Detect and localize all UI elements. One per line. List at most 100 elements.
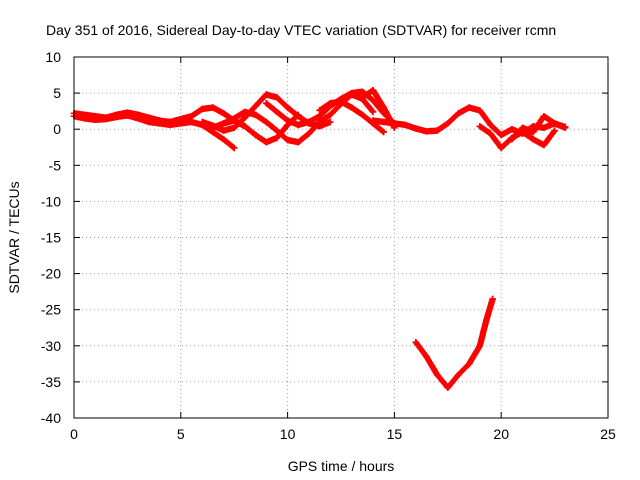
- data-point: [177, 120, 184, 127]
- data-point: [401, 121, 409, 129]
- data-point: [423, 353, 430, 360]
- data-point: [284, 104, 291, 111]
- data-point: [487, 130, 494, 137]
- data-point: [188, 113, 195, 120]
- y-tick-label: -10: [41, 193, 61, 209]
- data-point: [551, 120, 558, 127]
- data-point: [380, 118, 387, 126]
- y-tick-label: 5: [53, 85, 61, 101]
- data-point: [252, 131, 259, 139]
- data-point: [337, 98, 345, 105]
- data-point: [540, 141, 548, 149]
- data-point: [145, 118, 152, 126]
- data-point: [316, 118, 323, 126]
- data-point: [134, 115, 142, 122]
- data-point: [551, 127, 558, 134]
- data-point: [455, 110, 462, 117]
- data-point: [540, 113, 548, 120]
- x-tick-label: 5: [177, 426, 185, 442]
- data-point: [156, 120, 163, 127]
- series-track-l: [412, 295, 496, 391]
- data-point: [263, 100, 270, 107]
- data-point: [508, 136, 516, 143]
- grid-lines: [74, 57, 608, 418]
- data-point: [92, 116, 99, 123]
- data-point: [102, 115, 110, 123]
- data-point: [489, 295, 496, 303]
- data-point: [540, 124, 548, 131]
- chart-title: Day 351 of 2016, Sidereal Day-to-day VTE…: [46, 22, 556, 38]
- y-tick-label: -15: [41, 230, 61, 246]
- data-point: [241, 123, 249, 130]
- data-point: [444, 384, 451, 391]
- data-point: [305, 130, 313, 137]
- data-point: [476, 342, 483, 349]
- data-point: [284, 117, 291, 124]
- x-axis-label: GPS time / hours: [288, 458, 395, 474]
- data-point: [412, 125, 419, 132]
- data-point: [369, 117, 377, 124]
- data-point: [359, 111, 366, 118]
- data-point: [220, 136, 227, 143]
- data-point: [476, 107, 483, 114]
- data-point: [231, 144, 238, 152]
- data-point: [241, 108, 249, 116]
- data-point: [530, 136, 537, 143]
- data-point: [348, 104, 355, 111]
- data-point: [166, 121, 174, 129]
- data-point: [231, 124, 238, 131]
- data-point: [81, 115, 88, 122]
- data-point: [295, 111, 302, 118]
- data-point: [263, 118, 270, 126]
- data-point: [369, 108, 377, 116]
- data-series: [70, 87, 569, 391]
- data-point: [487, 121, 494, 129]
- data-point: [466, 360, 473, 368]
- data-point: [295, 139, 302, 146]
- data-point: [327, 111, 334, 118]
- data-point: [263, 139, 270, 146]
- x-tick-label: 15: [387, 426, 403, 442]
- data-point: [295, 121, 302, 129]
- data-point: [519, 124, 526, 131]
- data-point: [220, 110, 227, 117]
- data-point: [369, 97, 377, 104]
- x-tick-label: 20: [493, 426, 509, 442]
- data-point: [316, 107, 323, 114]
- y-tick-label: -30: [41, 338, 61, 354]
- data-point: [455, 371, 462, 378]
- data-point: [273, 94, 281, 101]
- x-tick-label: 25: [600, 426, 616, 442]
- data-point: [476, 123, 483, 130]
- y-tick-label: -35: [41, 374, 61, 390]
- data-point: [433, 371, 441, 378]
- data-point: [284, 136, 291, 144]
- y-tick-label: -5: [49, 157, 62, 173]
- data-point: [273, 108, 281, 116]
- data-point: [231, 115, 238, 122]
- data-point: [113, 113, 120, 121]
- data-point: [359, 94, 366, 101]
- y-tick-label: 10: [45, 49, 61, 65]
- data-point: [423, 128, 430, 135]
- data-point: [433, 127, 441, 134]
- series-track-h: [359, 87, 398, 131]
- data-point: [412, 339, 419, 346]
- data-point: [327, 118, 334, 126]
- series-track-f: [263, 88, 398, 129]
- data-point: [483, 317, 490, 324]
- data-point: [380, 128, 387, 136]
- data-point: [220, 120, 227, 127]
- axis-ticks: 0 5 10 15 20 25 10 5 0 -5 -10 -15 -20 -25 -30 -35 -40: [41, 49, 616, 442]
- x-tick-label: 0: [70, 426, 78, 442]
- y-axis-label: SDTVAR / TECUs: [6, 181, 22, 293]
- data-point: [273, 127, 281, 134]
- data-point: [391, 120, 398, 127]
- data-point: [380, 104, 387, 111]
- y-tick-label: -20: [41, 266, 61, 282]
- data-point: [252, 111, 259, 118]
- data-point: [466, 104, 473, 111]
- data-point: [305, 118, 313, 126]
- data-point: [369, 87, 377, 94]
